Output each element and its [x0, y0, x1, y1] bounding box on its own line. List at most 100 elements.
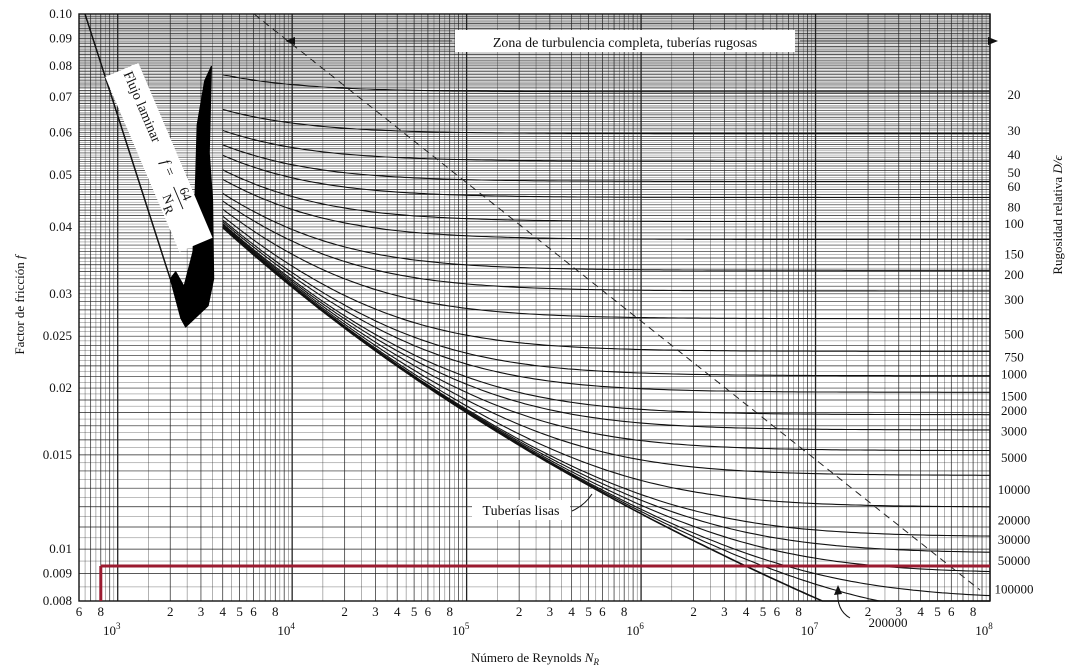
- turbulence-label: Zona de turbulencia completa, tuberías r…: [493, 36, 757, 51]
- roughness-label-30: 30: [1008, 123, 1021, 138]
- roughness-label-5000: 5000: [1001, 450, 1027, 465]
- roughness-label-3000: 3000: [1001, 423, 1027, 438]
- x-minor-tick-label: 2: [690, 604, 697, 619]
- roughness-label-1000: 1000: [1001, 367, 1027, 382]
- roughness-curve-5000: [222, 225, 990, 476]
- x-minor-tick-label: 8: [446, 604, 453, 619]
- x-minor-tick-label: 8: [795, 604, 802, 619]
- roughness-label-150: 150: [1004, 247, 1024, 262]
- x-minor-tick-label: 3: [547, 604, 554, 619]
- tick-labels: 200000 0.10 0.09 0.08 0.07 0.06 0.05 0.04 0.03 0.…: [12, 6, 1065, 667]
- x-minor-tick-label: 5: [934, 604, 941, 619]
- x-minor-tick-label: 2: [865, 604, 872, 619]
- roughness-label-10000: 10000: [998, 482, 1031, 497]
- x-minor-tick-label: 8: [970, 604, 977, 619]
- smooth-pipe-curve: [222, 226, 990, 602]
- plot-frame: [78, 13, 991, 602]
- roughness-label-500: 500: [1004, 326, 1024, 341]
- x-decade-label: 108: [975, 621, 993, 638]
- y-tick-label: 0.10: [49, 6, 72, 21]
- y-tick-label: 0.07: [49, 89, 72, 104]
- right-axis-title: Rugosidad relativa D/ϵ: [1050, 155, 1065, 275]
- roughness-label-40: 40: [1008, 147, 1021, 162]
- arrowhead-200000: [834, 585, 842, 595]
- roughness-curve-80: [222, 169, 990, 223]
- x-minor-tick-label: 5: [236, 604, 243, 619]
- y-tick-label: 0.04: [49, 219, 72, 234]
- roughness-label-200: 200: [1004, 267, 1024, 282]
- roughness-label-20: 20: [1008, 87, 1021, 102]
- x-minor-tick-label: 6: [948, 604, 955, 619]
- y-tick-label: 0.009: [43, 566, 72, 581]
- turbulence-arrowhead-right: [988, 37, 998, 45]
- y-tick-label: 0.06: [49, 125, 72, 140]
- x-minor-tick-label: 3: [372, 604, 379, 619]
- turbulence-arrowhead-left: [285, 37, 295, 45]
- roughness-label-30000: 30000: [998, 532, 1031, 547]
- laminar-formula-num: 64: [176, 185, 195, 203]
- turbulence-boundary-line: [253, 13, 981, 591]
- x-minor-tick-label: 8: [621, 604, 628, 619]
- laminar-fraction-bar: [173, 186, 184, 210]
- laminar-line: [84, 13, 171, 280]
- roughness-curve-150: [222, 192, 990, 271]
- y-tick-label: 0.08: [49, 58, 72, 73]
- roughness-label-2000: 2000: [1001, 403, 1027, 418]
- x-minor-tick-label: 2: [516, 604, 523, 619]
- critical-zone: [169, 65, 215, 328]
- roughness-label-80: 80: [1008, 199, 1021, 214]
- roughness-curve-60: [222, 154, 990, 199]
- x-minor-tick-label: 2: [341, 604, 348, 619]
- x-decade-label: 106: [626, 621, 644, 638]
- x-minor-tick-label: 5: [585, 604, 592, 619]
- x-minor-tick-label: 6: [76, 604, 83, 619]
- x-minor-tick-label: 6: [599, 604, 606, 619]
- roughness-curves: [222, 74, 991, 602]
- x-minor-tick-label: 5: [411, 604, 418, 619]
- roughness-label-100: 100: [1004, 216, 1024, 231]
- smooth-pipes-arrow: [571, 493, 593, 512]
- roughness-curve-500: [222, 215, 990, 352]
- x-axis-title: Número de Reynolds NR: [471, 650, 599, 667]
- annotations: Zona de turbulencia completa, tuberías r…: [84, 13, 998, 619]
- y-tick-label: 0.015: [43, 447, 72, 462]
- x-minor-tick-label: 4: [917, 604, 924, 619]
- y-tick-label: 0.03: [49, 286, 72, 301]
- turbulence-label-bg: [455, 30, 795, 52]
- y-tick-label: 0.008: [43, 593, 72, 608]
- x-minor-tick-label: 5: [760, 604, 767, 619]
- y-axis-title: Factor de fricción f: [12, 253, 27, 355]
- roughness-curve-20: [222, 74, 990, 93]
- x-minor-tick-label: 3: [198, 604, 205, 619]
- x-minor-tick-label: 6: [774, 604, 781, 619]
- laminar-label-bg: [105, 62, 213, 252]
- roughness-curve-40: [222, 129, 990, 162]
- roughness-curve-50: [222, 144, 990, 183]
- y-tick-label: 0.025: [43, 328, 72, 343]
- x-minor-tick-label: 3: [896, 604, 903, 619]
- roughness-label-50: 50: [1008, 165, 1021, 180]
- roughness-label-50000: 50000: [998, 553, 1031, 568]
- x-minor-tick-label: 3: [721, 604, 728, 619]
- roughness-label-300: 300: [1004, 292, 1024, 307]
- y-tick-label: 0.05: [49, 167, 72, 182]
- roughness-label-750: 750: [1004, 350, 1024, 365]
- roughness-curve-300: [222, 208, 990, 320]
- roughness-label-100000: 100000: [995, 582, 1034, 597]
- x-minor-tick-label: 8: [272, 604, 279, 619]
- x-minor-tick-label: 8: [98, 604, 105, 619]
- x-minor-tick-label: 4: [394, 604, 401, 619]
- smooth-pipes-label: Tuberías lisas: [483, 504, 560, 519]
- x-decade-label: 105: [452, 621, 470, 638]
- roughness-label-1500: 1500: [1001, 388, 1027, 403]
- y-tick-label: 0.01: [49, 541, 72, 556]
- roughness-curve-10000: [222, 226, 990, 508]
- smooth-label-bg: [472, 500, 570, 520]
- roughness-curve-2000: [222, 224, 990, 431]
- label-200000: 200000: [869, 615, 908, 630]
- x-minor-tick-label: 2: [167, 604, 174, 619]
- laminar-formula-lhs: f =: [157, 158, 177, 179]
- x-decade-label: 103: [103, 621, 121, 638]
- x-decade-label: 107: [801, 621, 819, 638]
- roughness-curve-30: [222, 108, 990, 135]
